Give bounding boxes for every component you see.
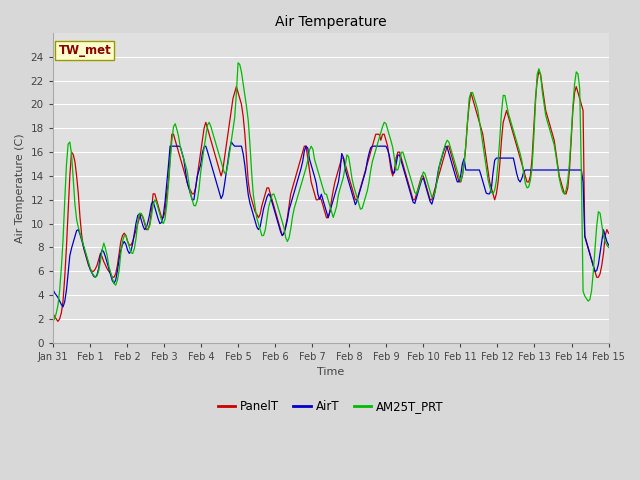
PanelT — [120, 230, 128, 236]
PanelT — [476, 120, 483, 125]
Y-axis label: Air Temperature (C): Air Temperature (C) — [15, 133, 25, 243]
AM25T_PRT — [457, 178, 465, 184]
Line: AirT: AirT — [53, 142, 609, 307]
AirT — [59, 304, 67, 310]
AM25T_PRT — [49, 319, 57, 324]
AirT — [477, 173, 485, 179]
PanelT — [535, 68, 543, 74]
AM25T_PRT — [234, 60, 242, 66]
X-axis label: Time: Time — [317, 367, 344, 377]
PanelT — [470, 102, 478, 108]
AirT — [491, 157, 499, 163]
AirT — [49, 286, 57, 292]
AirT — [605, 242, 612, 248]
Line: AM25T_PRT: AM25T_PRT — [53, 63, 609, 322]
Text: TW_met: TW_met — [58, 44, 111, 57]
AirT — [459, 161, 467, 167]
PanelT — [489, 191, 497, 197]
AM25T_PRT — [476, 118, 483, 123]
AirT — [338, 151, 346, 156]
AirT — [472, 167, 480, 173]
AM25T_PRT — [336, 186, 344, 192]
PanelT — [605, 230, 612, 236]
AM25T_PRT — [489, 191, 497, 197]
AirT — [120, 239, 128, 244]
PanelT — [457, 179, 465, 185]
Line: PanelT: PanelT — [53, 71, 609, 322]
PanelT — [336, 161, 344, 167]
AirT — [227, 139, 235, 145]
PanelT — [49, 310, 57, 316]
PanelT — [54, 319, 62, 324]
AM25T_PRT — [605, 245, 612, 251]
Legend: PanelT, AirT, AM25T_PRT: PanelT, AirT, AM25T_PRT — [213, 395, 449, 418]
AM25T_PRT — [470, 95, 478, 101]
Title: Air Temperature: Air Temperature — [275, 15, 387, 29]
AM25T_PRT — [118, 239, 126, 244]
